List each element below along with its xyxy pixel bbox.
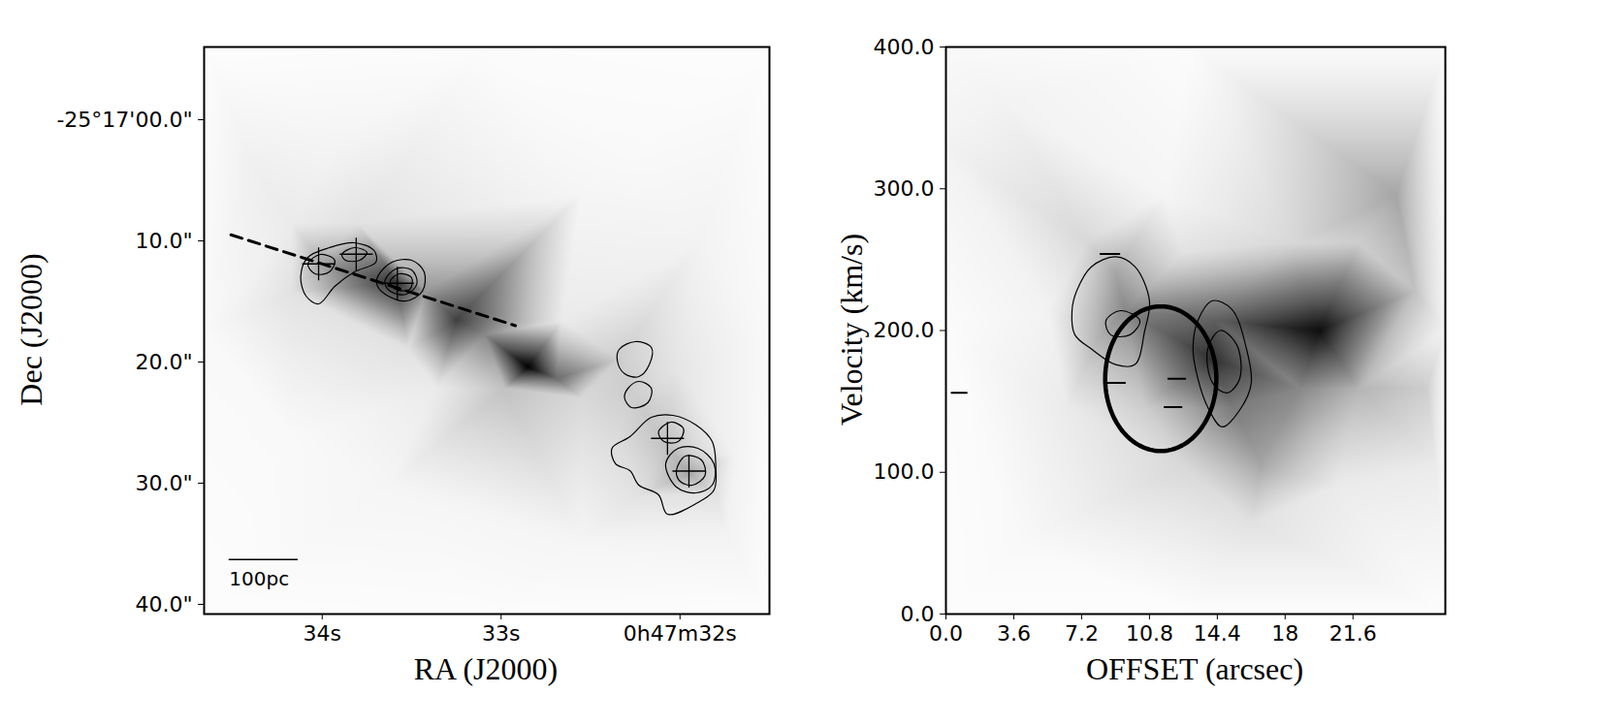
svg-text:0h47m32s: 0h47m32s	[623, 621, 737, 646]
svg-text:100pc: 100pc	[228, 567, 289, 591]
svg-text:-25°17'00.0": -25°17'00.0"	[56, 107, 192, 132]
svg-text:10.8: 10.8	[1125, 621, 1174, 646]
svg-text:20.0": 20.0"	[134, 350, 192, 375]
html-text:Velocity (km/s): Velocity (km/s)	[833, 233, 869, 426]
svg-text:100.0: 100.0	[873, 459, 935, 484]
svg-text:18: 18	[1271, 621, 1299, 646]
svg-text:40.0": 40.0"	[134, 592, 192, 617]
svg-text:400.0: 400.0	[873, 34, 935, 60]
svg-text:200.0: 200.0	[873, 318, 935, 343]
svg-text:34s: 34s	[303, 621, 342, 646]
svg-text:30.0": 30.0"	[134, 471, 192, 496]
html-text:Dec (J2000): Dec (J2000)	[13, 253, 48, 406]
svg-text:14.4: 14.4	[1193, 621, 1242, 646]
svg-text:21.6: 21.6	[1329, 621, 1377, 646]
svg-text:33s: 33s	[481, 621, 520, 646]
svg-text:3.6: 3.6	[996, 621, 1031, 646]
svg-text:0.0: 0.0	[928, 621, 963, 646]
html-text:RA (J2000): RA (J2000)	[413, 651, 558, 687]
html-text:OFFSET (arcsec): OFFSET (arcsec)	[1085, 651, 1304, 687]
svg-text:0.0: 0.0	[900, 601, 935, 626]
svg-text:300.0: 300.0	[873, 176, 935, 201]
svg-text:7.2: 7.2	[1064, 621, 1099, 646]
svg-text:10.0": 10.0"	[134, 228, 192, 254]
